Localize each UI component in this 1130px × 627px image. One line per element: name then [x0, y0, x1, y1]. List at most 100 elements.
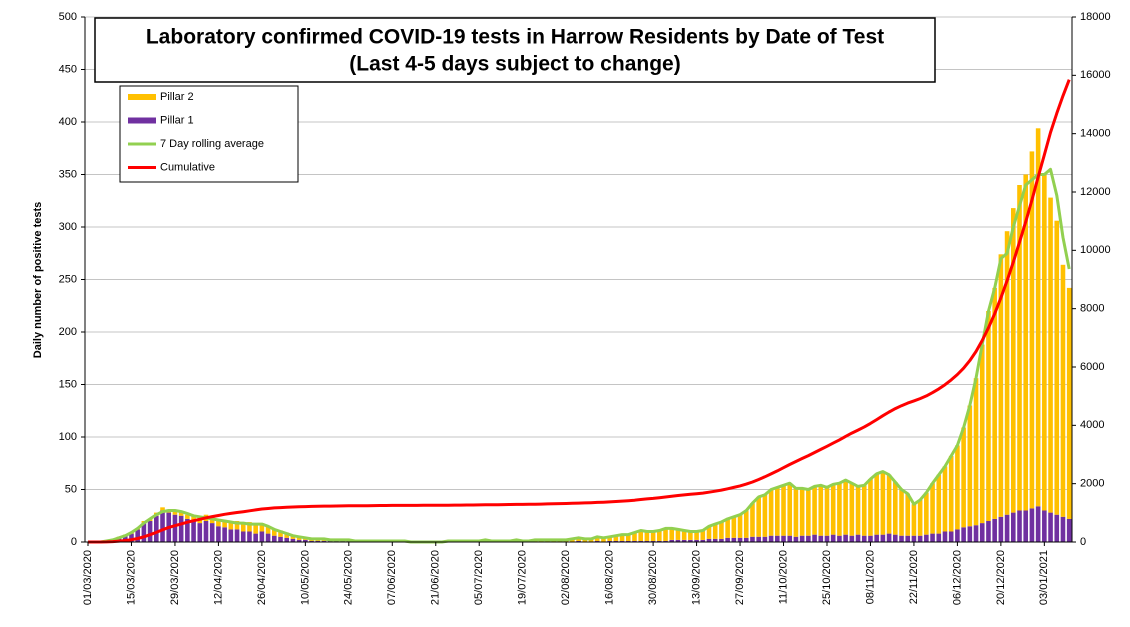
bar — [265, 526, 271, 534]
bar — [1023, 510, 1029, 542]
bar — [625, 534, 631, 541]
bar — [222, 519, 227, 528]
y-tick-label: 300 — [59, 221, 77, 233]
bar — [154, 515, 159, 542]
x-tick-label: 25/10/2020 — [821, 550, 833, 605]
bar — [688, 531, 693, 540]
bar — [824, 487, 830, 536]
bar — [570, 538, 575, 542]
bar — [762, 494, 768, 537]
bar — [849, 483, 855, 536]
bar — [141, 523, 147, 542]
bar — [1048, 197, 1053, 513]
bar — [806, 535, 811, 542]
bar — [948, 455, 954, 532]
bar — [799, 488, 805, 536]
bar — [768, 489, 774, 536]
y2-tick-label: 14000 — [1080, 128, 1111, 140]
bar — [1035, 128, 1041, 507]
bar — [973, 525, 979, 542]
y-tick-label: 100 — [59, 431, 77, 443]
bar — [868, 479, 873, 536]
bar — [650, 531, 656, 541]
bar — [1054, 514, 1060, 542]
bar — [681, 539, 687, 542]
bar — [893, 534, 898, 542]
x-tick-label: 19/07/2020 — [517, 550, 529, 605]
bar — [725, 518, 730, 538]
bar — [719, 522, 724, 539]
bar — [706, 538, 712, 542]
bar — [613, 535, 619, 541]
bar — [874, 473, 879, 535]
legend-label: Pillar 2 — [160, 91, 194, 103]
bar — [582, 538, 588, 542]
bar — [750, 536, 755, 542]
bar — [712, 538, 718, 542]
bar — [1048, 512, 1053, 542]
bar — [247, 522, 252, 532]
bar — [787, 535, 793, 542]
legend-swatch — [128, 117, 156, 124]
bar — [775, 487, 780, 536]
bar — [911, 535, 917, 542]
bar — [955, 445, 960, 530]
bar — [290, 538, 296, 542]
bar — [657, 540, 662, 542]
bar — [1066, 287, 1072, 519]
bar — [688, 539, 693, 542]
bar — [762, 536, 768, 542]
bar — [731, 516, 737, 538]
bar — [967, 526, 973, 542]
bar — [681, 530, 687, 540]
x-tick-label: 13/09/2020 — [690, 550, 702, 605]
bar — [793, 536, 799, 542]
x-tick-label: 08/11/2020 — [864, 550, 876, 604]
bar — [296, 536, 302, 540]
bar — [594, 540, 600, 542]
bar — [619, 534, 625, 541]
bar — [986, 521, 991, 542]
bar — [905, 493, 911, 536]
bar — [712, 524, 718, 539]
bar — [607, 536, 612, 541]
bar — [657, 530, 662, 541]
y2-tick-label: 2000 — [1080, 478, 1104, 490]
bar — [228, 521, 234, 530]
bar — [905, 535, 911, 542]
bar — [191, 521, 196, 542]
legend-label: Pillar 1 — [160, 114, 194, 126]
bar — [253, 533, 258, 542]
bar — [731, 537, 737, 542]
x-tick-label: 21/06/2020 — [430, 550, 442, 605]
bar — [576, 537, 581, 541]
bar — [899, 489, 904, 536]
bar — [191, 515, 196, 521]
bar — [315, 540, 321, 542]
bar — [259, 523, 265, 532]
bar — [1017, 185, 1022, 511]
bar — [247, 531, 252, 542]
bar — [185, 514, 190, 519]
bar — [278, 530, 283, 537]
y-tick-label: 200 — [59, 326, 77, 338]
bar — [818, 485, 824, 536]
bar — [917, 535, 923, 542]
bar — [632, 540, 637, 542]
bar — [160, 510, 165, 542]
bar — [601, 537, 606, 542]
bar — [868, 535, 873, 542]
bar — [743, 537, 749, 542]
bar — [253, 525, 258, 534]
bar — [669, 539, 675, 542]
bar — [284, 537, 290, 542]
bar — [334, 540, 339, 542]
bar — [1060, 264, 1066, 517]
bar — [942, 466, 948, 532]
x-tick-label: 15/03/2020 — [125, 550, 137, 605]
bar — [1010, 208, 1016, 513]
y-tick-label: 0 — [71, 536, 77, 548]
y-axis-label: Daily number of positive tests — [32, 202, 44, 358]
bar — [806, 489, 811, 536]
